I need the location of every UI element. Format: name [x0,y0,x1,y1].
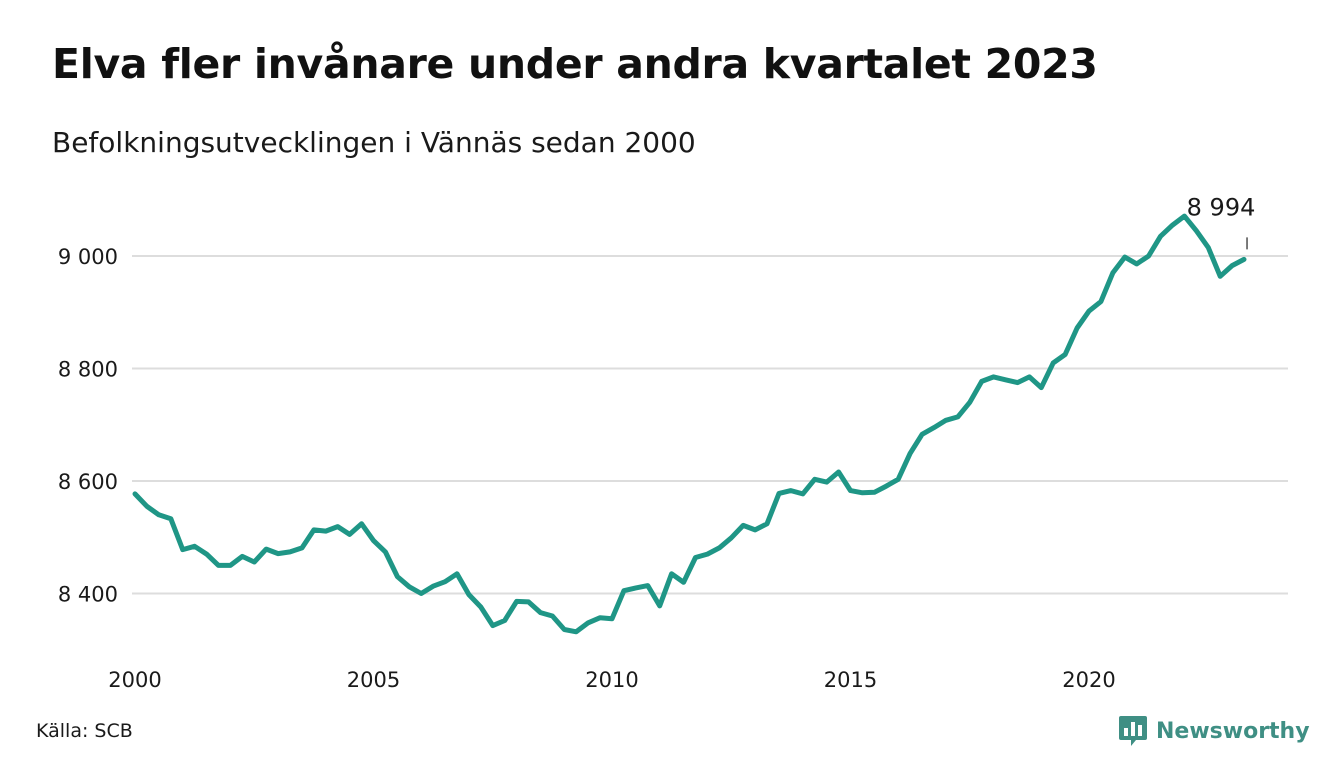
y-tick-label-9000: 9 000 [58,245,118,269]
source-label: Källa: SCB [36,720,133,742]
x-tick-label-2010: 2010 [585,668,638,692]
population-line [132,213,1247,635]
x-axis-tick-labels: 2000 2005 2010 2015 2020 [108,668,1115,692]
bar-chart-speech-bubble-icon [1119,716,1147,746]
x-tick-label-2000: 2000 [108,668,161,692]
y-tick-label-8800: 8 800 [58,358,118,382]
logo-text: Newsworthy [1156,718,1310,744]
newsworthy-logo: Newsworthy [1118,714,1310,748]
x-tick-label-2005: 2005 [347,668,400,692]
y-axis-tick-labels: 8 400 8 600 8 800 9 000 [58,245,118,607]
chart-title: Elva fler invånare under andra kvartalet… [52,40,1098,88]
line-chart: 8 400 8 600 8 800 9 000 2000 2005 2010 2015 202… [58,193,1288,692]
chart-subtitle: Befolkningsutvecklingen i Vännäs sedan 2… [52,126,696,159]
x-tick-label-2020: 2020 [1062,668,1115,692]
x-tick-label-2015: 2015 [824,668,877,692]
y-tick-label-8400: 8 400 [58,583,118,607]
gridlines [132,255,1288,595]
y-tick-label-8600: 8 600 [58,470,118,494]
annotation-label: 8 994 [1187,193,1256,221]
